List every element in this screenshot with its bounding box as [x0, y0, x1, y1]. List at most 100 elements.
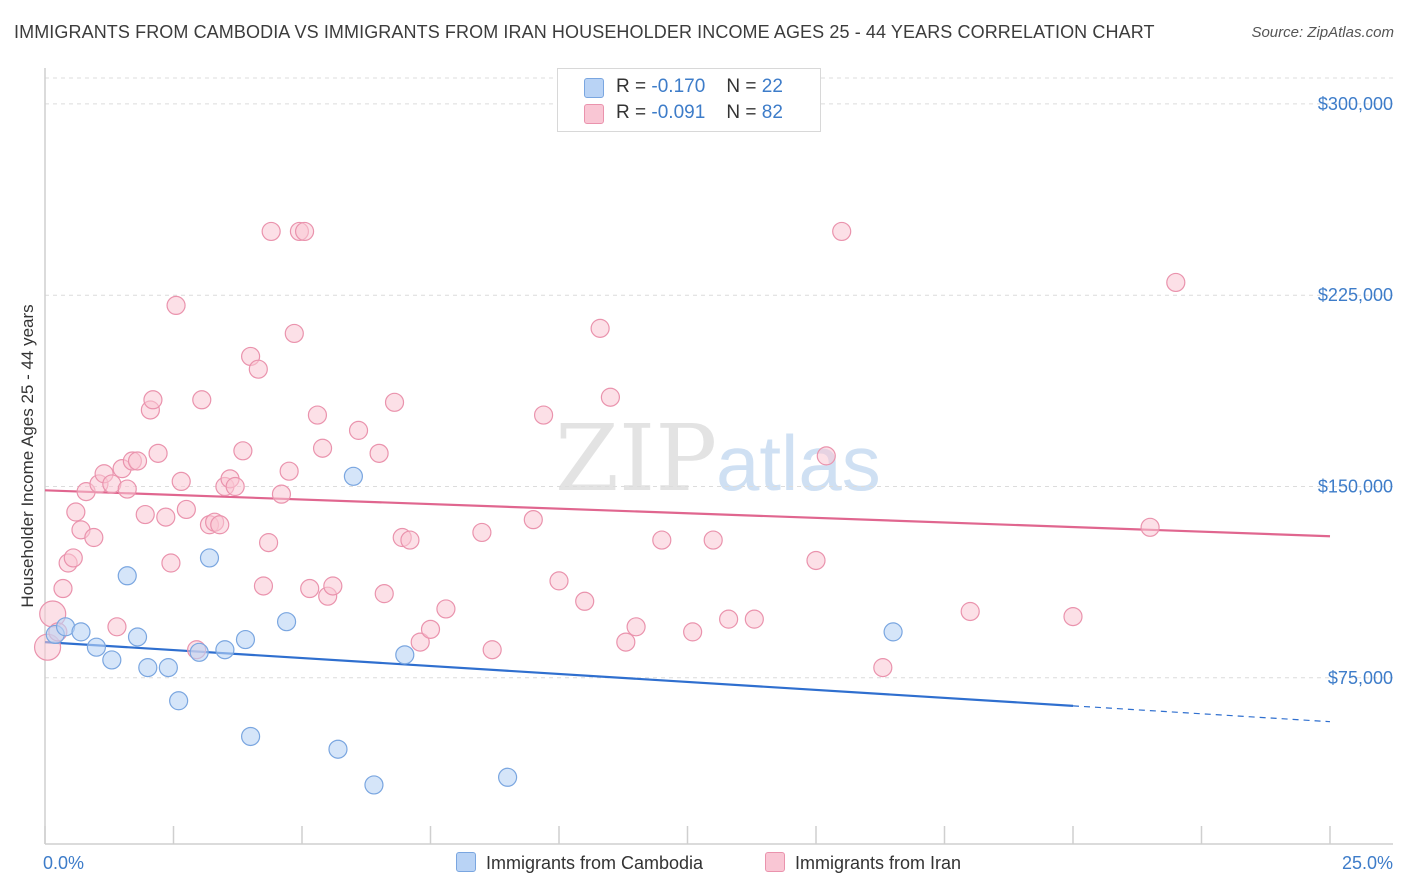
r-value-iran: -0.091	[651, 102, 706, 123]
point-iran	[135, 504, 155, 525]
point-iran	[590, 318, 610, 338]
series-swatch-cambodia	[456, 852, 476, 872]
point-iran	[117, 479, 137, 499]
point-iran	[683, 622, 703, 642]
point-iran	[374, 584, 394, 604]
point-iran	[1140, 517, 1160, 537]
point-cambodia	[215, 640, 235, 660]
point-iran	[53, 578, 73, 599]
zipatlas-watermark: ZIP atlas	[555, 405, 881, 512]
n-value-iran: 82	[761, 102, 783, 123]
series-swatch-iran	[765, 852, 785, 872]
point-iran	[549, 571, 569, 591]
point-iran	[1063, 606, 1083, 627]
watermark-atlas: atlas	[716, 419, 881, 507]
point-cambodia	[71, 622, 91, 642]
point-cambodia	[117, 566, 137, 586]
point-iran	[107, 617, 127, 637]
data-points	[33, 221, 1186, 795]
point-iran	[166, 295, 186, 316]
point-iran	[84, 527, 104, 548]
point-iran	[323, 576, 343, 596]
point-iran	[248, 359, 268, 379]
r-value-cambodia: -0.170	[651, 76, 706, 97]
point-iran	[652, 530, 672, 550]
source-credit: Source: ZipAtlas.com	[1251, 24, 1394, 41]
point-iran	[161, 553, 181, 573]
point-iran	[400, 530, 420, 550]
point-iran	[832, 221, 852, 242]
axes	[44, 68, 1393, 845]
point-iran	[600, 387, 621, 407]
point-iran	[284, 323, 304, 344]
n-label: N =	[726, 102, 757, 123]
point-iran	[533, 405, 554, 425]
point-iran	[523, 510, 543, 530]
y-tick-label: $150,000	[1318, 477, 1393, 497]
point-iran	[626, 617, 646, 637]
point-cambodia	[86, 637, 107, 657]
point-iran	[271, 484, 292, 504]
point-iran	[312, 438, 333, 458]
legend-swatch-iran	[584, 104, 604, 124]
point-iran	[279, 461, 299, 481]
point-iran	[703, 530, 723, 550]
y-tick-label: $300,000	[1318, 94, 1393, 114]
x-tick-label-min: 0.0%	[43, 853, 84, 873]
watermark-zip: ZIP	[555, 405, 717, 512]
point-iran	[816, 446, 836, 466]
point-iran	[420, 619, 441, 639]
point-cambodia	[276, 612, 297, 632]
point-cambodia	[328, 739, 348, 759]
point-iran	[384, 392, 405, 412]
y-axis-label: Householder Income Ages 25 - 44 years	[18, 304, 37, 607]
legend-swatch-cambodia	[584, 78, 604, 98]
point-cambodia	[199, 548, 220, 568]
point-cambodia	[169, 691, 189, 711]
point-iran	[300, 578, 320, 599]
point-iran	[873, 658, 893, 678]
correlation-legend: R = -0.170 N = 22 R = -0.091 N = 82	[557, 68, 821, 132]
point-cambodia	[235, 629, 256, 650]
point-iran	[348, 420, 369, 440]
chart-title: IMMIGRANTS FROM CAMBODIA VS IMMIGRANTS F…	[14, 22, 1155, 42]
x-tick-label-max: 25.0%	[1342, 853, 1393, 873]
point-iran	[616, 632, 636, 652]
trend-line-iran	[44, 489, 1331, 538]
point-iran	[369, 443, 389, 463]
tick-labels: $75,000 $150,000 $225,000 $300,000 0.0% 25.0%	[43, 94, 1393, 873]
point-cambodia	[883, 622, 903, 642]
point-cambodia	[241, 726, 261, 747]
point-iran	[171, 471, 191, 492]
point-iran	[225, 476, 245, 497]
point-iran	[258, 533, 279, 553]
point-iran	[575, 591, 595, 611]
trend-line-cambodia-extension	[1072, 705, 1331, 723]
point-cambodia	[395, 645, 415, 665]
legend-stats-iran: R = -0.091 N = 82	[616, 102, 783, 124]
point-iran	[143, 390, 163, 410]
point-iran	[806, 550, 826, 571]
point-iran	[176, 499, 196, 520]
trend-lines	[44, 489, 1331, 723]
point-iran	[294, 221, 315, 242]
point-iran	[253, 576, 274, 596]
point-iran	[1166, 272, 1186, 293]
y-tick-label: $75,000	[1328, 668, 1393, 688]
point-iran	[148, 443, 168, 463]
point-iran	[63, 548, 83, 568]
r-label: R =	[616, 76, 647, 97]
point-iran	[233, 441, 253, 461]
point-cambodia	[158, 658, 178, 678]
point-iran	[482, 640, 502, 660]
point-iran	[192, 390, 212, 410]
point-cambodia	[364, 775, 384, 795]
n-value-cambodia: 22	[761, 76, 783, 97]
point-iran	[436, 599, 456, 619]
point-cambodia	[127, 627, 148, 647]
n-label: N =	[726, 76, 757, 97]
point-iran	[744, 609, 764, 629]
point-iran	[156, 507, 176, 527]
series-legend-iran: Immigrants from Iran	[765, 852, 961, 874]
